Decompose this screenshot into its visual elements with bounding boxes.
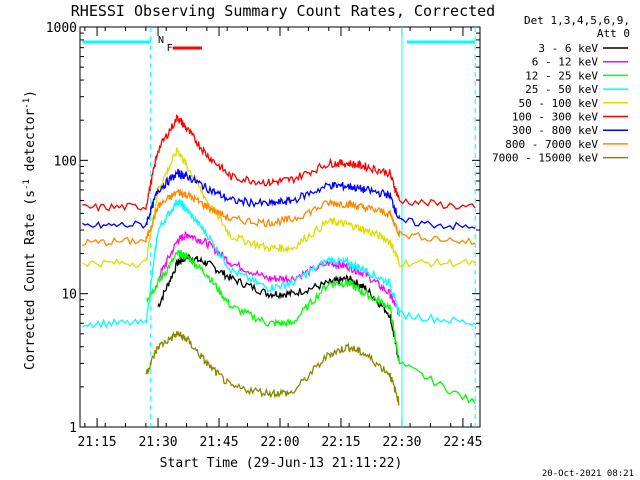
legend-header: Att 0	[597, 27, 630, 40]
y-axis-label-end: )	[23, 90, 38, 98]
series-line-4	[82, 198, 476, 329]
legend-label: 50 - 100 keV	[519, 97, 599, 110]
series-line-7	[82, 168, 476, 231]
series-line-2	[157, 231, 400, 317]
plot-axes	[79, 26, 481, 428]
series-line-8	[82, 187, 476, 247]
series-line-3	[145, 249, 476, 404]
x-tick-label: 21:15	[78, 435, 117, 450]
y-axis-label-main: Corrected Count Rate (s	[23, 190, 38, 370]
y-tick-label: 100	[54, 154, 77, 169]
legend-label: 7000 - 15000 keV	[492, 152, 598, 165]
plot-frame	[79, 26, 481, 428]
flare-label: F	[167, 43, 173, 54]
legend-label: 6 - 12 keV	[532, 56, 599, 69]
timestamp: 20-Oct-2021 08:21	[542, 469, 634, 479]
y-axis-label-sup2: -1	[22, 98, 32, 109]
legend-label: 25 - 50 keV	[525, 83, 598, 96]
y-tick-label: 1	[69, 421, 77, 436]
legend-label: 3 - 6 keV	[538, 42, 598, 55]
night-label: N	[158, 35, 164, 46]
y-axis-label-sup1: -1	[22, 179, 32, 190]
legend-label: 800 - 7000 keV	[505, 138, 598, 151]
series-line-9	[145, 330, 400, 406]
series-line-6	[82, 114, 476, 213]
y-tick-label: 10	[61, 288, 77, 303]
series-line-5	[82, 147, 476, 268]
status-flags: NF	[82, 27, 476, 427]
chart-title: RHESSI Observing Summary Count Rates, Co…	[71, 2, 495, 20]
legend-header: Det 1,3,4,5,6,9,	[524, 14, 630, 27]
x-axis-label: Start Time (29-Jun-13 21:11:22)	[160, 456, 403, 471]
x-tick-label: 22:15	[321, 435, 360, 450]
legend-label: 100 - 300 keV	[512, 111, 598, 124]
x-tick-label: 22:00	[260, 435, 299, 450]
y-axis-ticks: 1 10 100 1000	[46, 21, 480, 436]
x-tick-label: 21:45	[199, 435, 238, 450]
x-axis-ticks: 21:15 21:30 21:45 22:00 22:15 22:30 22:45	[78, 27, 482, 450]
y-tick-label: 1000	[46, 21, 77, 36]
x-tick-label: 21:30	[138, 435, 177, 450]
series-group	[82, 114, 476, 406]
x-tick-label: 22:45	[443, 435, 482, 450]
legend-label: 12 - 25 keV	[525, 69, 598, 82]
y-axis-label-mid: detector	[23, 109, 38, 180]
x-tick-label: 22:30	[382, 435, 421, 450]
y-axis-label: Corrected Count Rate (s-1 detector-1)	[22, 90, 38, 370]
legend-label: 300 - 800 keV	[512, 124, 598, 137]
